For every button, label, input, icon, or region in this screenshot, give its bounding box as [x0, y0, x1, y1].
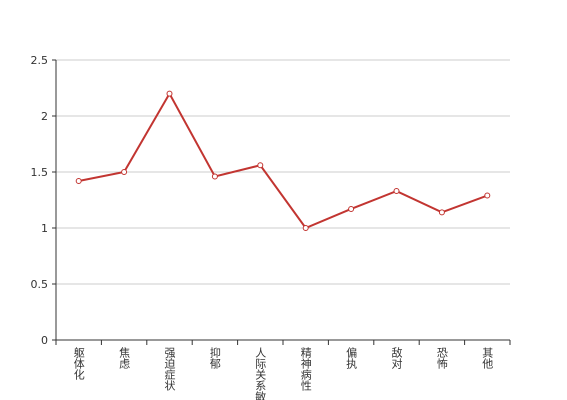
point	[438, 209, 445, 216]
point	[348, 205, 355, 212]
x-tick-label: 躯体化	[72, 347, 85, 381]
point	[484, 192, 491, 199]
x-tick-label: 敌对	[390, 346, 403, 369]
line	[78, 91, 488, 230]
x-tick-label: 其他	[481, 347, 494, 369]
x-tick-label: 人际关系敏感	[254, 347, 267, 400]
y-tick-label: 2	[41, 110, 48, 123]
y-tick-label: 0	[41, 334, 48, 347]
x-tick-label: 偏执	[345, 346, 358, 370]
y-tick-label: 2.5	[31, 54, 49, 67]
point	[393, 188, 400, 195]
x-tick-label: 焦虑	[118, 347, 131, 369]
y-tick-label: 0.5	[31, 278, 49, 291]
y-tick-label: 1.5	[31, 166, 49, 179]
point	[166, 90, 173, 97]
y-tick-label: 1	[41, 222, 48, 235]
point	[211, 173, 218, 180]
x-tick-label: 抑郁	[208, 346, 221, 369]
x-tick-label: 强迫症状	[163, 347, 176, 391]
point	[121, 169, 128, 175]
point	[257, 162, 264, 169]
x-tick-label: 恐怖	[435, 347, 448, 369]
point	[302, 225, 309, 231]
x-tick-label: 精神病性	[299, 347, 312, 392]
point	[75, 177, 82, 184]
